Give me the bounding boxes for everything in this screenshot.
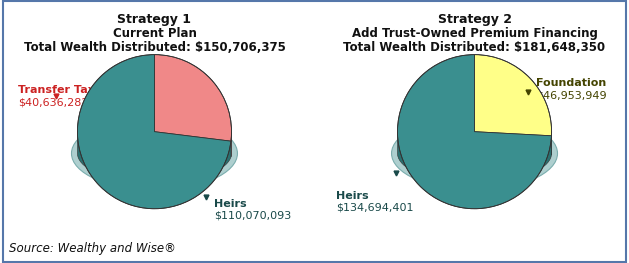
Text: $110,070,093: $110,070,093 bbox=[214, 211, 291, 221]
Text: Total Wealth Distributed: $181,648,350: Total Wealth Distributed: $181,648,350 bbox=[343, 41, 606, 54]
Wedge shape bbox=[77, 55, 231, 209]
Text: Heirs: Heirs bbox=[337, 191, 369, 201]
Ellipse shape bbox=[72, 117, 238, 190]
Text: Heirs: Heirs bbox=[214, 199, 247, 209]
Text: Source: Wealthy and Wise®: Source: Wealthy and Wise® bbox=[9, 242, 176, 255]
Text: Total Wealth Distributed: $150,706,375: Total Wealth Distributed: $150,706,375 bbox=[23, 41, 286, 54]
Text: Add Trust-Owned Premium Financing: Add Trust-Owned Premium Financing bbox=[352, 27, 598, 40]
Text: Foundation: Foundation bbox=[536, 78, 606, 88]
Polygon shape bbox=[398, 132, 552, 183]
Text: Strategy 2: Strategy 2 bbox=[438, 13, 511, 26]
Ellipse shape bbox=[391, 117, 557, 190]
Text: $40,636,282: $40,636,282 bbox=[18, 97, 89, 107]
Text: Transfer Taxes: Transfer Taxes bbox=[18, 85, 109, 95]
Polygon shape bbox=[77, 131, 231, 183]
Wedge shape bbox=[474, 55, 552, 136]
Text: Current Plan: Current Plan bbox=[113, 27, 196, 40]
Text: Strategy 1: Strategy 1 bbox=[118, 13, 191, 26]
Text: $134,694,401: $134,694,401 bbox=[337, 203, 414, 213]
Wedge shape bbox=[155, 55, 231, 141]
Wedge shape bbox=[398, 55, 552, 209]
Text: $46,953,949: $46,953,949 bbox=[536, 90, 606, 100]
